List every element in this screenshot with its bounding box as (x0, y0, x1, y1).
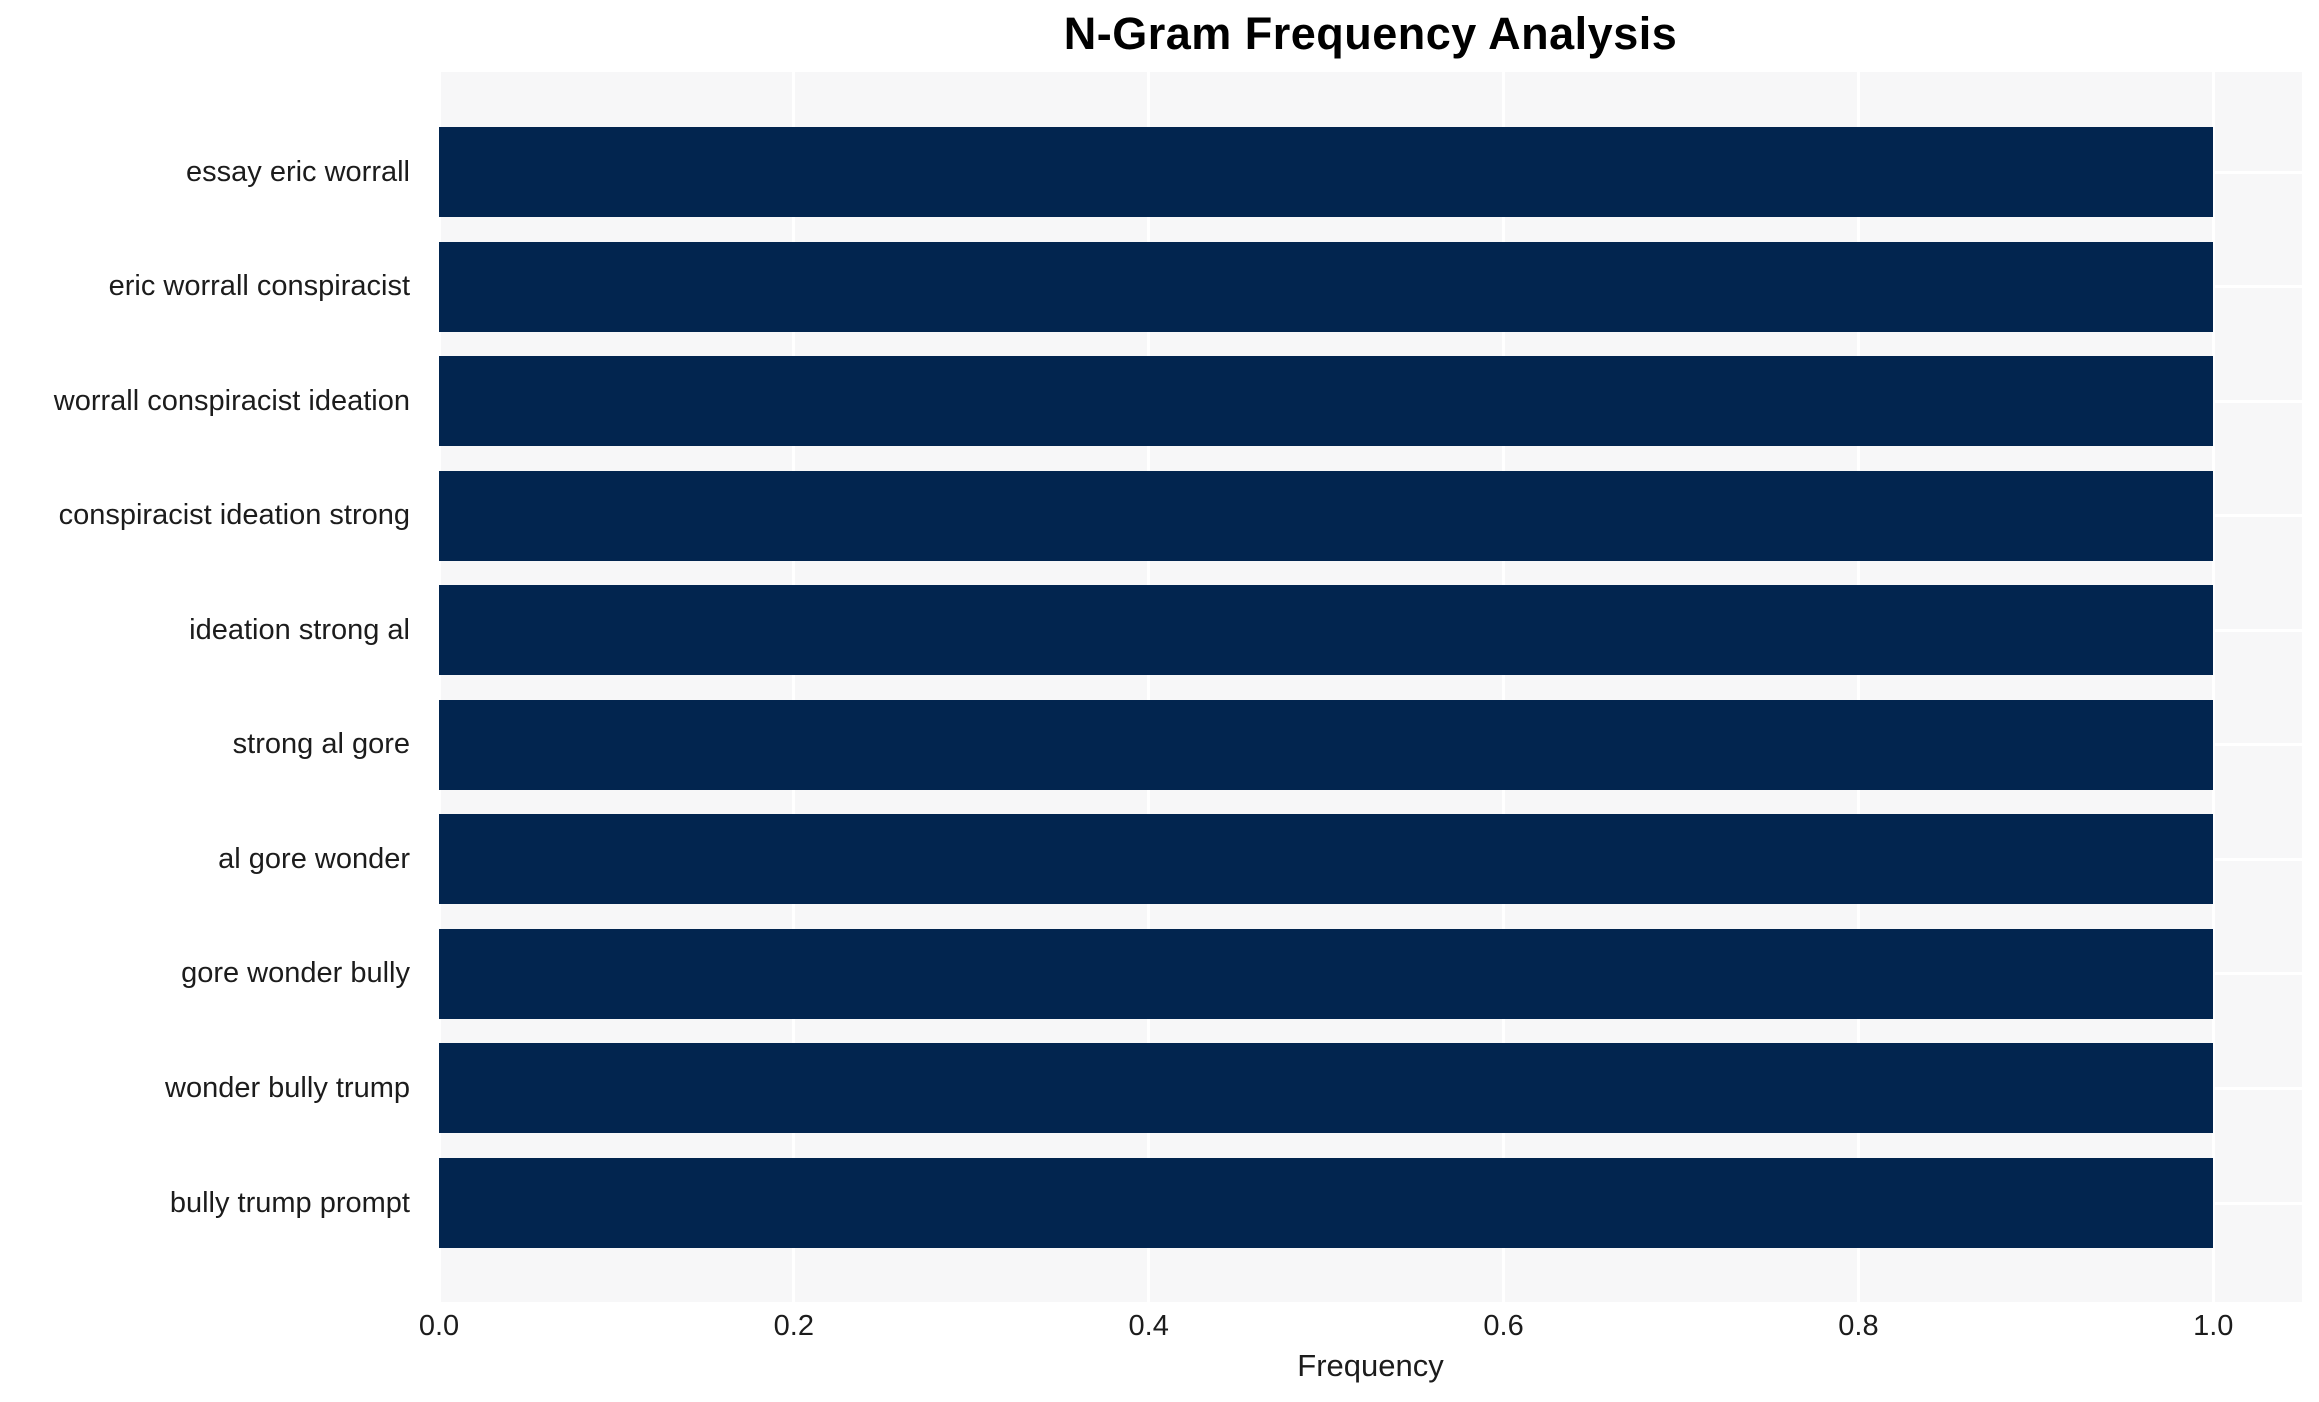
bar (439, 356, 2214, 447)
y-axis-label: conspiracist ideation strong (58, 499, 410, 532)
y-axis-labels: essay eric worrall eric worrall conspirac… (0, 72, 424, 1302)
x-axis-label: Frequency (1297, 1348, 1444, 1383)
y-axis-label: al gore wonder (218, 842, 410, 875)
x-axis-tick-label: 1.0 (2193, 1310, 2234, 1342)
plot-area (437, 72, 2302, 1302)
x-axis-tick-label: 0.2 (773, 1310, 815, 1342)
y-axis-label: eric worrall conspiracist (108, 270, 410, 303)
bar (439, 1158, 2214, 1248)
x-axis-ticks: 0.0 0.2 0.4 0.6 0.8 1.0 (0, 1310, 2319, 1344)
x-axis-tick-label: 0.6 (1483, 1310, 1524, 1342)
x-axis-tick-label: 0.0 (418, 1310, 460, 1342)
vertical-gridline (2211, 72, 2215, 1302)
bar (439, 814, 2214, 905)
bar (439, 585, 2214, 676)
vertical-gridline (1147, 72, 1151, 1302)
vertical-gridline (792, 72, 796, 1302)
vertical-gridline (437, 72, 441, 1302)
bar (439, 699, 2214, 790)
vertical-gridline (1856, 72, 1860, 1302)
y-axis-label: bully trump prompt (169, 1186, 410, 1219)
y-axis-label: worrall conspiracist ideation (53, 384, 410, 417)
bar (439, 241, 2214, 332)
y-axis-label: strong al gore (232, 728, 410, 761)
bar (439, 1043, 2214, 1134)
y-axis-label: ideation strong al (189, 613, 410, 646)
bar (439, 127, 2214, 217)
bar (439, 470, 2214, 561)
y-axis-label: gore wonder bully (181, 957, 410, 990)
y-axis-label: wonder bully trump (165, 1071, 410, 1104)
bar (439, 928, 2214, 1019)
x-axis-tick-label: 0.8 (1838, 1310, 1879, 1342)
y-axis-label: essay eric worrall (186, 155, 410, 188)
vertical-gridline (1502, 72, 1506, 1302)
x-axis-tick-label: 0.4 (1128, 1310, 1169, 1342)
chart-title: N-Gram Frequency Analysis (1063, 8, 1678, 59)
